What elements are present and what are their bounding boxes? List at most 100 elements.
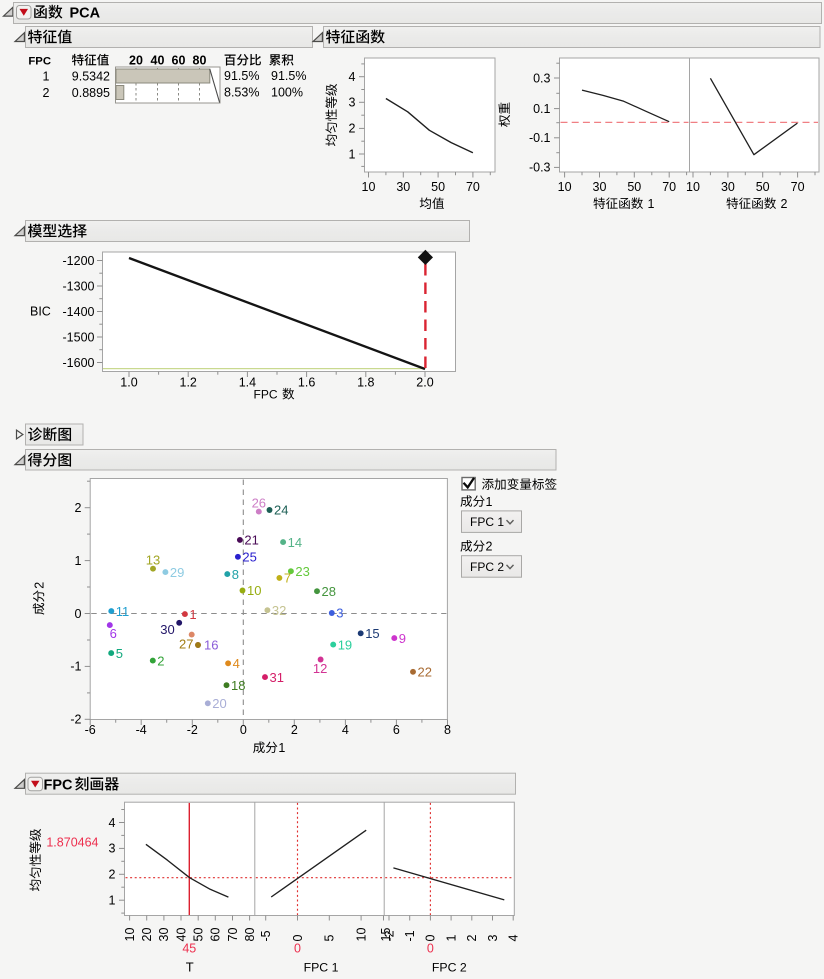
svg-text:10: 10: [123, 928, 137, 942]
svg-text:2: 2: [291, 723, 298, 737]
svg-text:8.53%: 8.53%: [224, 86, 259, 100]
svg-text:2: 2: [32, 582, 46, 589]
svg-text:3: 3: [336, 606, 343, 621]
svg-text:-1200: -1200: [63, 254, 95, 268]
svg-text:19: 19: [338, 637, 352, 652]
svg-text:-6: -6: [85, 723, 96, 737]
svg-text:2: 2: [157, 653, 164, 668]
svg-text:4: 4: [349, 70, 356, 84]
svg-text:4: 4: [109, 816, 116, 830]
svg-text:14: 14: [288, 535, 302, 550]
svg-text:25: 25: [242, 550, 256, 565]
svg-text:91.5%: 91.5%: [271, 69, 306, 83]
svg-text:-1: -1: [403, 930, 417, 941]
svg-text:23: 23: [295, 564, 309, 579]
svg-text:40: 40: [174, 928, 188, 942]
svg-text:-0.3: -0.3: [529, 161, 551, 175]
svg-text:10: 10: [362, 180, 376, 194]
svg-text:1: 1: [109, 894, 116, 908]
svg-text:29: 29: [170, 565, 184, 580]
svg-text:1.8: 1.8: [357, 376, 374, 390]
svg-text:70: 70: [226, 928, 240, 942]
svg-text:-2: -2: [70, 713, 81, 727]
svg-text:1: 1: [648, 197, 655, 211]
svg-text:-1400: -1400: [63, 305, 95, 319]
svg-text:FPC 1: FPC 1: [470, 515, 504, 529]
svg-text:18: 18: [231, 678, 245, 693]
svg-text:1: 1: [43, 70, 50, 84]
svg-text:26: 26: [252, 495, 266, 510]
svg-text:-2: -2: [382, 930, 396, 941]
svg-text:22: 22: [418, 665, 432, 680]
svg-text:100%: 100%: [271, 86, 303, 100]
svg-text:1: 1: [444, 935, 458, 942]
svg-text:PCA: PCA: [70, 6, 101, 22]
svg-text:12: 12: [313, 661, 327, 676]
svg-text:2: 2: [109, 868, 116, 882]
svg-text:0.8895: 0.8895: [72, 86, 110, 100]
svg-text:6: 6: [110, 626, 117, 641]
svg-text:3: 3: [486, 935, 500, 942]
svg-text:24: 24: [274, 503, 288, 518]
svg-text:9.5342: 9.5342: [72, 70, 110, 84]
svg-text:FPC: FPC: [254, 388, 278, 402]
svg-text:15: 15: [379, 928, 393, 942]
svg-text:50: 50: [431, 180, 445, 194]
svg-text:8: 8: [444, 723, 451, 737]
svg-text:7: 7: [284, 571, 291, 586]
svg-text:30: 30: [157, 928, 171, 942]
svg-text:80: 80: [243, 928, 257, 942]
svg-text:0: 0: [75, 607, 82, 621]
svg-text:6: 6: [393, 723, 400, 737]
svg-text:31: 31: [270, 670, 284, 685]
svg-text:-4: -4: [136, 723, 147, 737]
svg-text:21: 21: [244, 533, 258, 548]
svg-text:20: 20: [129, 54, 143, 68]
svg-text:-1300: -1300: [63, 279, 95, 293]
svg-text:0: 0: [240, 723, 247, 737]
svg-text:FPC 2: FPC 2: [432, 961, 467, 975]
svg-text:-1600: -1600: [63, 356, 95, 370]
svg-text:30: 30: [721, 180, 735, 194]
svg-text:30: 30: [593, 180, 607, 194]
svg-text:-1: -1: [70, 660, 81, 674]
svg-text:0.1: 0.1: [533, 102, 550, 116]
svg-text:1: 1: [278, 741, 285, 755]
svg-text:0: 0: [424, 935, 438, 942]
svg-text:-1500: -1500: [63, 330, 95, 344]
svg-text:30: 30: [160, 622, 174, 637]
svg-text:1: 1: [75, 554, 82, 568]
svg-text:2: 2: [486, 540, 493, 554]
svg-text:2: 2: [465, 935, 479, 942]
svg-text:4: 4: [342, 723, 349, 737]
svg-text:FPC: FPC: [28, 56, 51, 68]
svg-text:13: 13: [146, 553, 160, 568]
svg-text:8: 8: [232, 567, 239, 582]
svg-text:60: 60: [172, 54, 186, 68]
svg-text:70: 70: [466, 180, 480, 194]
svg-text:2: 2: [349, 122, 356, 136]
svg-text:2: 2: [75, 501, 82, 515]
svg-text:-0.1: -0.1: [529, 131, 551, 145]
svg-text:FPC: FPC: [44, 778, 74, 794]
svg-text:0: 0: [294, 942, 301, 956]
svg-text:50: 50: [192, 928, 206, 942]
svg-text:-2: -2: [187, 723, 198, 737]
svg-text:T: T: [186, 960, 194, 975]
svg-text:32: 32: [272, 603, 286, 618]
svg-text:3: 3: [349, 96, 356, 110]
svg-text:1.6: 1.6: [298, 376, 315, 390]
svg-text:0: 0: [291, 935, 305, 942]
svg-text:11: 11: [116, 604, 130, 619]
svg-text:28: 28: [322, 584, 336, 599]
svg-text:1.4: 1.4: [239, 376, 256, 390]
svg-text:27: 27: [179, 637, 193, 652]
svg-text:1.2: 1.2: [180, 376, 197, 390]
svg-text:1.0: 1.0: [120, 376, 137, 390]
svg-text:15: 15: [365, 626, 379, 641]
svg-text:20: 20: [212, 696, 226, 711]
svg-text:1.870464: 1.870464: [46, 835, 98, 849]
svg-text:9: 9: [399, 631, 406, 646]
svg-text:16: 16: [204, 638, 218, 653]
svg-text:1: 1: [349, 147, 356, 161]
